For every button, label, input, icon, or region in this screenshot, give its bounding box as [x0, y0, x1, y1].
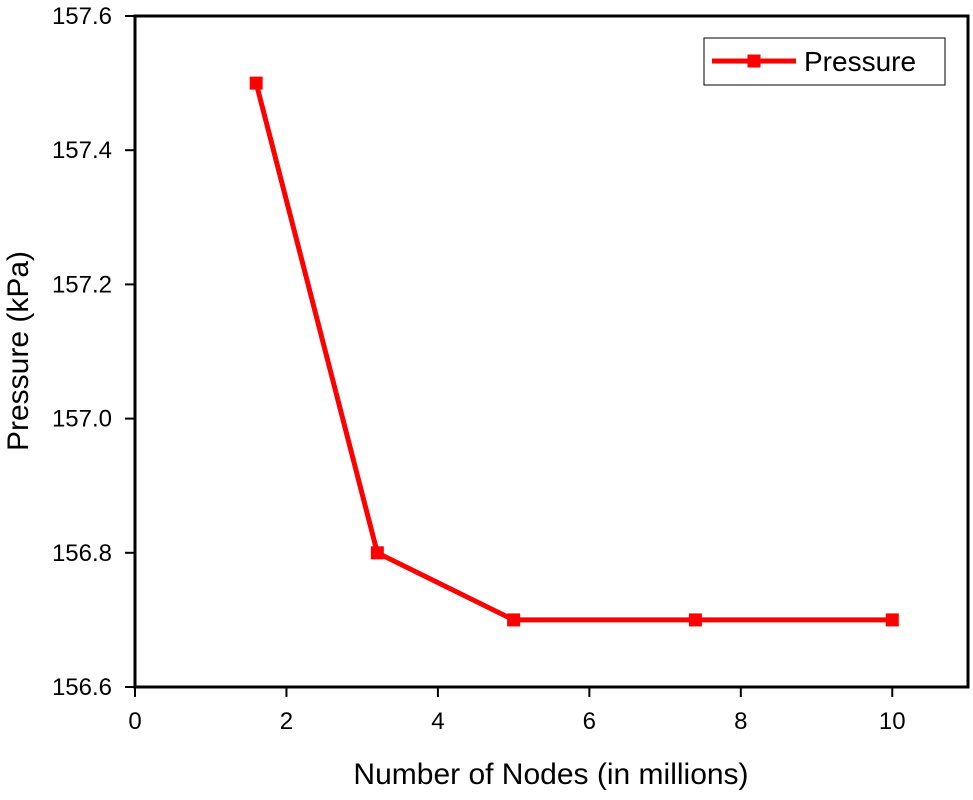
y-tick-label: 157.6 — [52, 3, 112, 30]
series-layer — [249, 76, 899, 627]
data-point — [249, 76, 263, 90]
series-line-pressure — [253, 82, 893, 623]
x-tick-label: 10 — [879, 708, 906, 735]
x-tick-label: 6 — [583, 708, 596, 735]
data-point — [688, 613, 702, 627]
legend: Pressure — [703, 37, 946, 86]
x-tick-label: 4 — [431, 708, 444, 735]
x-tick-label: 0 — [128, 708, 141, 735]
legend-label-pressure: Pressure — [804, 46, 916, 77]
y-tick-label: 157.4 — [52, 137, 112, 164]
y-axis-label: Pressure (kPa) — [2, 251, 35, 451]
y-tick-label: 157.2 — [52, 271, 112, 298]
y-tick-label: 157.0 — [52, 406, 112, 433]
x-tick-label: 8 — [734, 708, 747, 735]
legend-marker — [747, 54, 761, 68]
y-tick-label: 156.8 — [52, 540, 112, 567]
data-point — [370, 546, 384, 560]
data-point — [885, 613, 899, 627]
x-axis-label: Number of Nodes (in millions) — [353, 758, 748, 791]
data-point — [507, 613, 521, 627]
x-tick-label: 2 — [280, 708, 293, 735]
y-tick-label: 156.6 — [52, 674, 112, 701]
x-axis-ticks: 0 2 4 6 8 10 — [128, 687, 906, 735]
y-axis-ticks: 156.6 156.8 157.0 157.2 157.4 157.6 — [52, 3, 135, 701]
plot-frame — [133, 14, 970, 689]
